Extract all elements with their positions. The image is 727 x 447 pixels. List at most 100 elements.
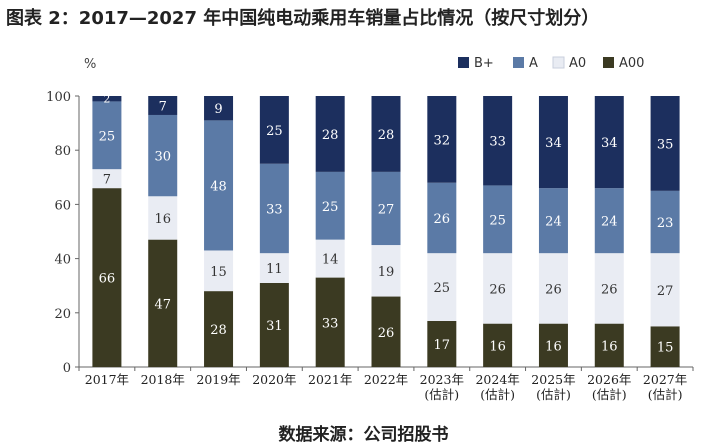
- y-tick-label: 80: [54, 144, 71, 159]
- bar-segment-a00: [315, 277, 345, 367]
- bar-segment-a00: [148, 239, 178, 367]
- bar-segment-a0: [92, 169, 122, 189]
- legend-swatch: [513, 57, 524, 68]
- x-tick-label: (估計): [536, 387, 571, 402]
- data-label: 19: [378, 265, 395, 280]
- x-tick-label: 2026年: [587, 372, 631, 387]
- data-label: 66: [99, 272, 116, 287]
- data-label: 15: [657, 341, 674, 356]
- data-label: 16: [545, 339, 562, 354]
- bar-segment-a0: [650, 253, 680, 327]
- data-label: 35: [657, 137, 674, 152]
- data-label: 24: [545, 215, 562, 230]
- bar-segment-a: [594, 188, 624, 254]
- data-label: 25: [322, 200, 339, 215]
- stacked-bar-chart: % 0 20 40 60 80 100 2017年 2018年 2019年 2020年 2021年 2…: [46, 56, 694, 402]
- bar-segment-a00: [92, 188, 122, 367]
- data-label: 28: [378, 128, 395, 143]
- data-label: 48: [210, 179, 227, 194]
- bar-segment-a00: [594, 323, 624, 367]
- legend-label: A: [529, 56, 538, 71]
- bar-segment-a0: [427, 253, 457, 321]
- data-label: 17: [434, 338, 451, 353]
- data-label: 31: [266, 319, 283, 334]
- data-label: 16: [489, 339, 506, 354]
- x-tick-label: 2018年: [141, 372, 185, 387]
- bar-segment-bplus: [371, 96, 401, 172]
- bar-segment-bplus: [259, 96, 289, 164]
- bar-segment-a0: [594, 253, 624, 324]
- legend-label: A00: [619, 56, 644, 71]
- legend-item: B+: [458, 56, 494, 71]
- data-label: 25: [434, 281, 451, 296]
- legend-item: A: [513, 56, 538, 71]
- bar-segment-bplus: [204, 96, 234, 121]
- bar-segment-bplus: [483, 96, 513, 186]
- x-tick-label: 2019年: [196, 372, 240, 387]
- bar-segment-a: [204, 120, 234, 251]
- x-tick-label: 2020年: [252, 372, 296, 387]
- data-label: 28: [322, 128, 339, 143]
- data-label: 26: [434, 212, 451, 227]
- bar-segment-a: [650, 190, 680, 254]
- data-label: 16: [601, 339, 618, 354]
- data-label: 25: [266, 124, 283, 139]
- axes: 0 20 40 60 80 100 2017年 2018年 2019年 2020年 2021年 202…: [46, 90, 694, 402]
- data-label: 30: [154, 150, 171, 165]
- bar-segment-a: [259, 163, 289, 254]
- y-tick-label: 0: [63, 361, 71, 376]
- legend-swatch: [458, 57, 469, 68]
- bar-segment-a00: [204, 291, 234, 367]
- bar-segment-bplus: [148, 96, 178, 115]
- bar-segment-a: [538, 188, 568, 254]
- data-label: 32: [434, 133, 451, 148]
- data-label: 7: [103, 173, 111, 188]
- bar-segment-bplus: [427, 96, 457, 183]
- y-axis-unit-label: %: [84, 57, 96, 72]
- bar-segment-a0: [204, 250, 234, 292]
- data-label: 33: [489, 135, 506, 150]
- legend-label: A0: [569, 56, 586, 71]
- bar-segment-bplus: [594, 96, 624, 189]
- data-label: 14: [322, 253, 339, 268]
- bar-segment-a0: [538, 253, 568, 324]
- data-label: 15: [210, 265, 227, 280]
- bar-segment-a00: [483, 323, 513, 367]
- data-label: 11: [266, 262, 283, 277]
- bar-segment-a00: [427, 320, 457, 367]
- bar-segment-a: [483, 185, 513, 254]
- x-tick-label: 2023年: [420, 372, 464, 387]
- x-tick-label: (估計): [480, 387, 515, 402]
- bar-segment-bplus: [650, 96, 680, 191]
- data-label: 23: [657, 216, 674, 231]
- bar-segment-a0: [259, 253, 289, 283]
- legend: B+ A A0 A00: [458, 56, 644, 71]
- legend-label: B+: [474, 56, 494, 71]
- data-label: 7: [159, 99, 167, 114]
- data-label: 2: [103, 93, 110, 106]
- bar-segment-a: [148, 114, 178, 197]
- data-label: 16: [154, 212, 171, 227]
- bar-segment-a00: [650, 326, 680, 367]
- bar-segment-a: [427, 182, 457, 254]
- data-label: 26: [601, 282, 618, 297]
- x-tick-label: (估計): [648, 387, 683, 402]
- bar-segment-a00: [259, 282, 289, 367]
- bar-segment-a: [371, 171, 401, 246]
- x-tick-label: 2022年: [364, 372, 408, 387]
- data-label: 25: [489, 213, 506, 228]
- bar-segment-a0: [371, 245, 401, 297]
- data-label: 9: [214, 102, 222, 117]
- y-tick-label: 60: [54, 198, 71, 213]
- y-tick-label: 40: [54, 253, 71, 268]
- data-label: 34: [545, 136, 562, 151]
- bar-segment-a00: [371, 296, 401, 367]
- data-label: 26: [545, 282, 562, 297]
- y-tick-label: 100: [46, 90, 71, 105]
- x-tick-label: (估計): [592, 387, 627, 402]
- data-label: 24: [601, 215, 618, 230]
- data-label: 27: [657, 284, 674, 299]
- x-tick-label: 2027年: [643, 372, 687, 387]
- data-label: 33: [322, 316, 339, 331]
- data-label: 47: [154, 297, 171, 312]
